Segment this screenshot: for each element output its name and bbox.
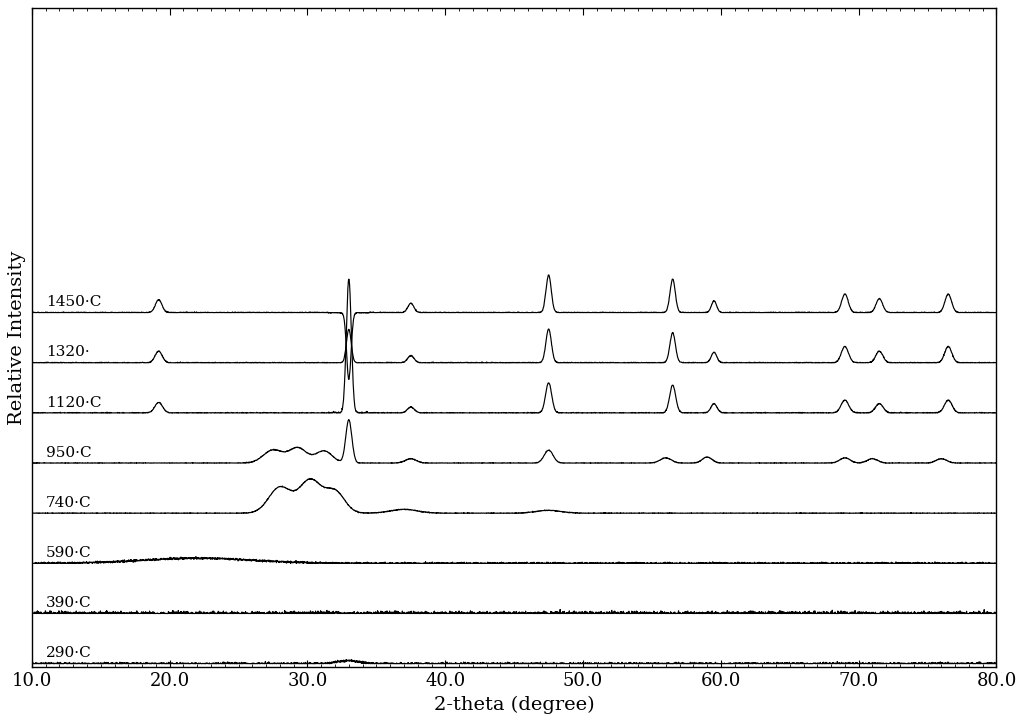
Text: 390·C: 390·C xyxy=(46,596,91,610)
Text: 1120·C: 1120·C xyxy=(46,396,101,409)
X-axis label: 2-theta (degree): 2-theta (degree) xyxy=(434,695,594,713)
Text: 740·C: 740·C xyxy=(46,496,91,510)
Text: 1450·C: 1450·C xyxy=(46,295,101,309)
Y-axis label: Relative Intensity: Relative Intensity xyxy=(8,251,27,425)
Text: 590·C: 590·C xyxy=(46,546,91,560)
Text: 1320·: 1320· xyxy=(46,345,89,360)
Text: 290·C: 290·C xyxy=(46,646,91,661)
Text: 950·C: 950·C xyxy=(46,445,91,460)
